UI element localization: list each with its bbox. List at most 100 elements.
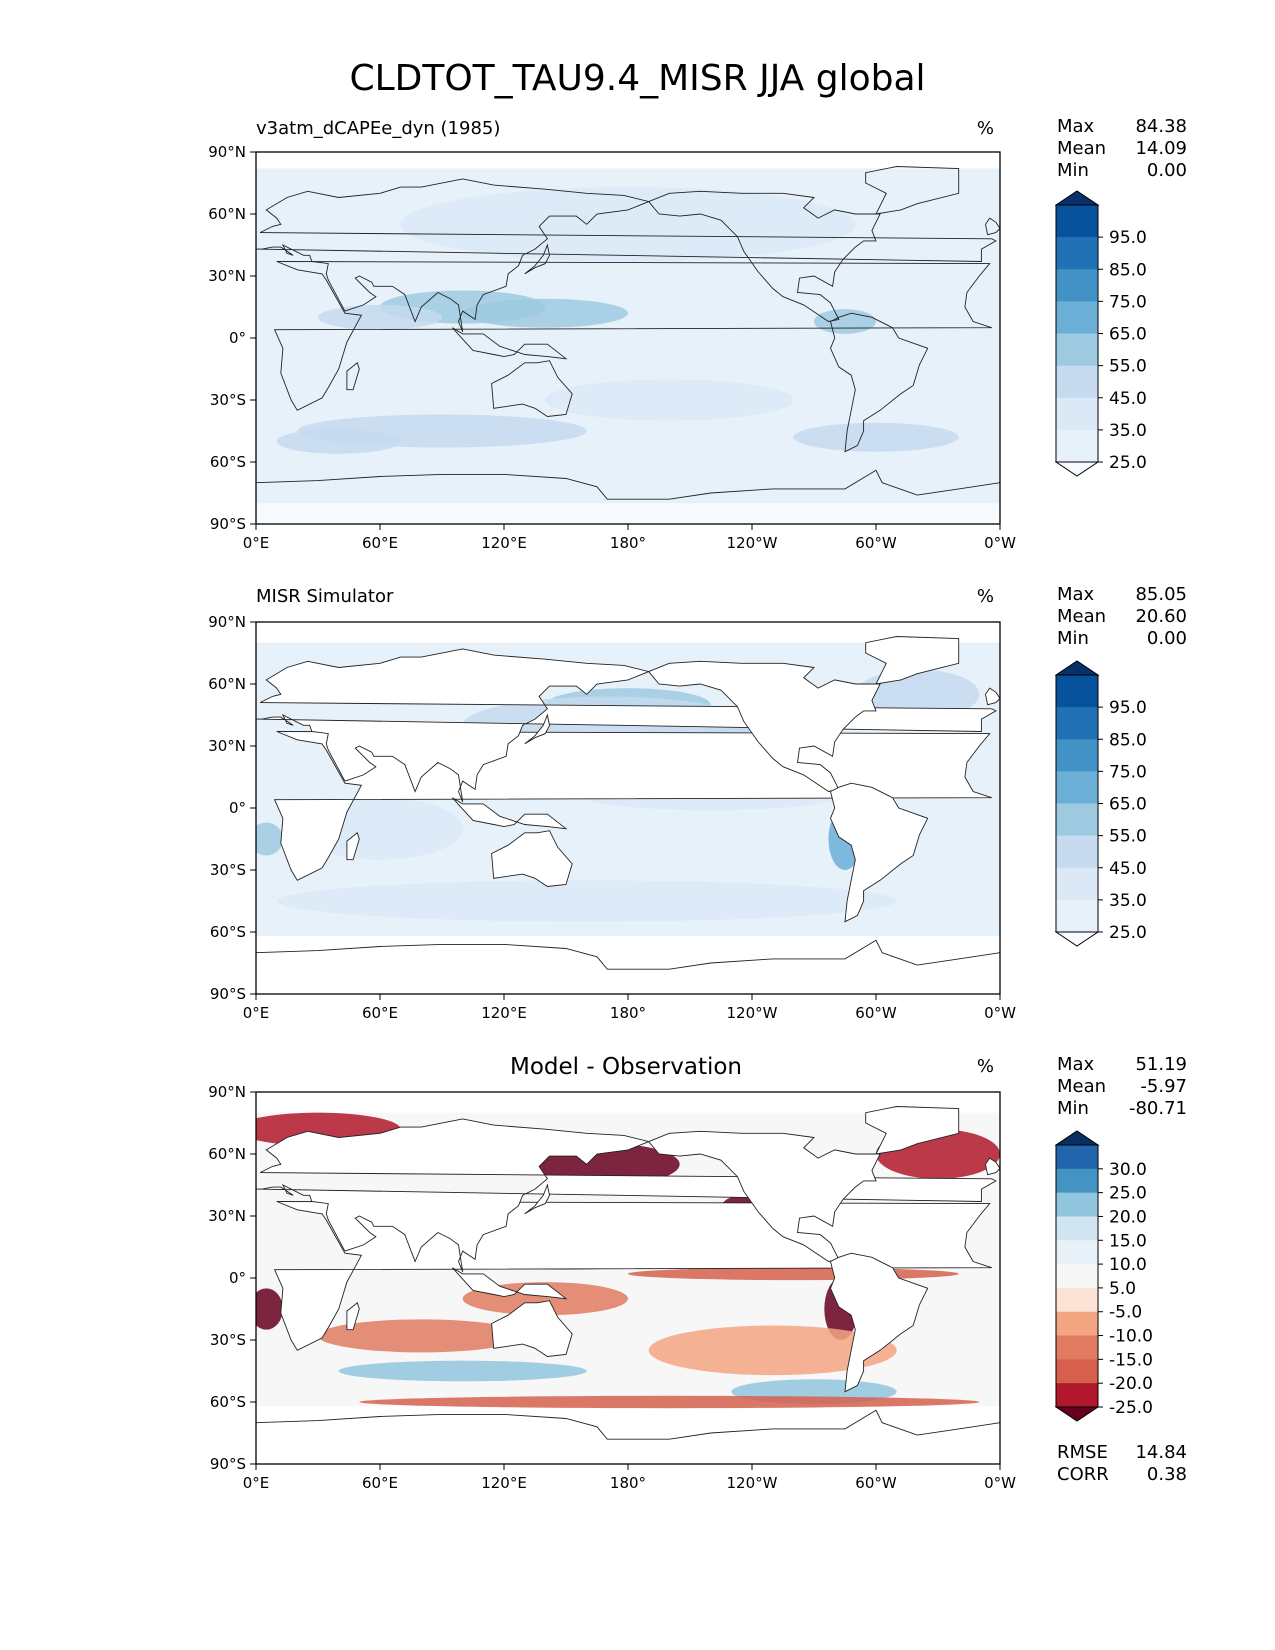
coastline-indonesia xyxy=(451,797,568,830)
colorbar-label: 95.0 xyxy=(1109,698,1147,718)
colorbar-segment xyxy=(1056,899,1098,933)
map-difference: 0°E 60°E 120°E 180° 120°W 60°W 0°W 90°N 60°N 30°N… xyxy=(0,1083,1040,1492)
colorbar-segment xyxy=(1056,429,1098,463)
colorbar-segment xyxy=(1056,1287,1098,1313)
stat-min: 0.00 xyxy=(1146,160,1187,181)
x-tick-label: 120°E xyxy=(481,534,527,552)
colorbar-svg: 95.085.075.065.055.045.035.025.015.05.0 xyxy=(1054,660,1147,1007)
colorbar-label: 95.0 xyxy=(1109,228,1147,248)
colorbar-reference: 95.085.075.065.055.045.035.025.015.05.0 xyxy=(1054,660,1195,1007)
colorbar-segment xyxy=(1056,269,1098,302)
coastline-madagascar xyxy=(346,1302,360,1331)
coastline-eurasia xyxy=(256,178,997,332)
map-group: 0°E 60°E 120°E 180° 120°W 60°W 0°W 90°N 60°N 30°N… xyxy=(0,1083,1040,1492)
colorbar-svg: 95.085.075.065.055.045.035.025.015.05.0 xyxy=(1054,190,1147,537)
coastline-uk xyxy=(985,1157,1000,1176)
x-tick-label: 0°W xyxy=(984,1474,1016,1492)
coastline-northamerica xyxy=(647,660,881,792)
units-label: % xyxy=(976,586,994,607)
field-feature xyxy=(256,822,283,856)
colorbar-label: -20.0 xyxy=(1109,1374,1153,1394)
y-tick-label: 30°S xyxy=(210,391,246,409)
stats-box: Max 51.19 Mean -5.97 Min -80.71 xyxy=(1057,1054,1187,1119)
colorbar-extend-top xyxy=(1054,190,1100,206)
stat-max: 84.38 xyxy=(1135,116,1187,137)
x-tick-label: 120°W xyxy=(727,1004,778,1022)
coastline-antarctica xyxy=(256,469,1000,524)
coastline-japan xyxy=(524,243,550,275)
x-tick-label: 120°W xyxy=(727,534,778,552)
stats-box: Max 85.05 Mean 20.60 Min 0.00 xyxy=(1057,584,1187,649)
x-tick-label: 60°E xyxy=(362,534,398,552)
stat-mean: 20.60 xyxy=(1135,606,1187,627)
colorbar-segment xyxy=(1056,1168,1098,1194)
coastline-australia xyxy=(491,360,573,417)
colorbar-segment xyxy=(1056,867,1098,901)
colorbar-segment xyxy=(1056,397,1098,431)
coastline-australia xyxy=(491,830,573,887)
colorbar-segment xyxy=(1056,1264,1098,1289)
metric-rmse: 14.84 xyxy=(1135,1442,1187,1463)
colorbar-segment xyxy=(1056,835,1098,869)
stat-min: -80.71 xyxy=(1128,1098,1187,1119)
units-label: % xyxy=(976,118,994,139)
colorbar-extend-bottom xyxy=(1054,1406,1100,1422)
y-tick-label: 0° xyxy=(229,799,246,817)
y-tick-label: 90°S xyxy=(210,985,246,1003)
colorbar-frame xyxy=(1055,1144,1099,1408)
colorbar-segment xyxy=(1056,1335,1098,1360)
colorbar-label: 10.0 xyxy=(1109,1255,1147,1275)
field-feature xyxy=(256,1288,283,1330)
x-tick-label: 60°W xyxy=(855,534,897,552)
colorbar-label: 75.0 xyxy=(1109,762,1147,782)
colorbar-label: 65.0 xyxy=(1109,795,1147,815)
coastline-uk xyxy=(985,687,1000,706)
y-tick-label: 90°N xyxy=(208,613,246,631)
x-tick-label: 0°E xyxy=(243,1474,270,1492)
field-feature xyxy=(793,422,959,452)
y-tick-label: 90°N xyxy=(208,143,246,161)
field-feature xyxy=(628,1267,959,1281)
y-tick-label: 30°N xyxy=(208,1207,246,1225)
map-test: 0°E 60°E 120°E 180° 120°W 60°W 0°W 90°N 60°N 30°N… xyxy=(208,143,1016,552)
colorbar-label: 65.0 xyxy=(1109,325,1147,345)
field-feature xyxy=(276,428,401,454)
units-label: % xyxy=(976,1056,994,1077)
coastline-madagascar xyxy=(346,832,360,861)
field-feature xyxy=(400,187,856,262)
colorbar-label: -15.0 xyxy=(1109,1350,1153,1370)
colorbar-segment xyxy=(1056,1359,1098,1384)
colorbar-label: 30.0 xyxy=(1109,1160,1147,1180)
stat-mean: -5.97 xyxy=(1140,1076,1187,1097)
colorbar-label: 85.0 xyxy=(1109,260,1147,280)
field-feature xyxy=(276,880,897,922)
y-tick-label: 60°S xyxy=(210,453,246,471)
y-tick-label: 0° xyxy=(229,1269,246,1287)
colorbar-label: 85.0 xyxy=(1109,730,1147,750)
colorbar-label: 35.0 xyxy=(1109,891,1147,911)
coastline-southamerica xyxy=(87,1253,184,1392)
y-tick-label: 60°S xyxy=(210,923,246,941)
colorbar-extend-top xyxy=(1054,660,1100,676)
x-tick-label: 0°W xyxy=(984,534,1016,552)
colorbar-segment xyxy=(1056,707,1098,740)
y-tick-label: 30°S xyxy=(210,861,246,879)
x-tick-label: 180° xyxy=(610,1004,646,1022)
coastline-eurasia xyxy=(0,1119,252,1272)
colorbar-segment xyxy=(1056,1216,1098,1241)
coastline-southamerica xyxy=(829,1252,929,1393)
colorbar-label: -10.0 xyxy=(1109,1327,1153,1347)
coastline-greenland xyxy=(865,636,960,685)
x-tick-label: 120°W xyxy=(727,1474,778,1492)
x-tick-label: 60°E xyxy=(362,1004,398,1022)
coastline-australia xyxy=(491,1300,573,1357)
coastline-africa xyxy=(1019,1202,1040,1351)
colorbar-label: 55.0 xyxy=(1109,357,1147,377)
coastline-northamerica xyxy=(0,1131,136,1261)
colorbar-label: -30.0 xyxy=(1109,1422,1153,1424)
colorbar-segment xyxy=(1056,1145,1098,1170)
field-feature xyxy=(318,1319,525,1353)
y-tick-label: 0° xyxy=(229,329,246,347)
coastline-eurasia xyxy=(999,1188,1000,1190)
y-tick-label: 60°S xyxy=(210,1393,246,1411)
